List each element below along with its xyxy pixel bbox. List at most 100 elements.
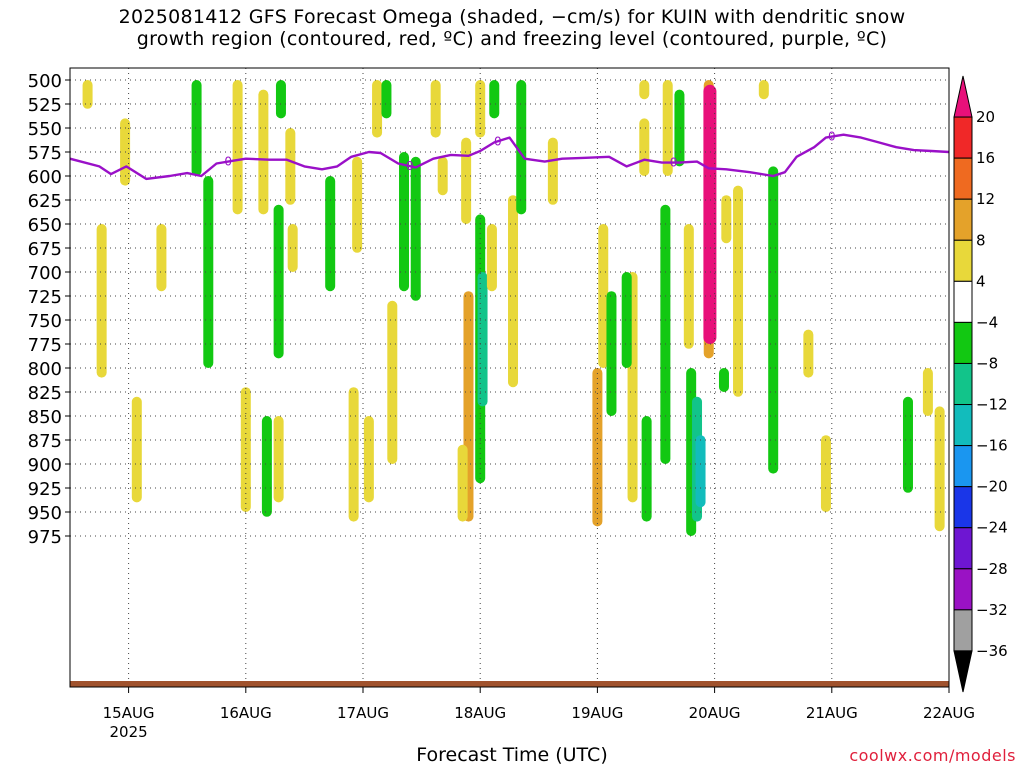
colorbar-swatch [953,486,973,529]
freezing-level-label: 0 [670,156,678,170]
omega-patch [348,387,359,522]
pressure-tick-label: 550 [28,119,62,140]
pressure-tick-label: 650 [28,215,62,236]
pressure-tick-label: 925 [28,479,62,500]
omega-patch [156,224,167,292]
colorbar-label: 8 [976,231,986,249]
omega-patch [547,137,558,205]
omega-patch [695,435,706,508]
omega-patch [803,329,814,378]
pressure-tick-label: 500 [28,71,62,92]
omega-patch [381,80,392,119]
colorbar-label: 4 [976,272,986,290]
omega-patch [430,80,441,138]
freezing-level-contour: 0 0 0 0 0 [70,130,949,181]
omega-patch [592,368,603,527]
pressure-tick-label: 775 [28,335,62,356]
colorbar-bottom-arrow [953,650,973,693]
pressure-tick-label: 975 [28,527,62,548]
omega-patch [703,84,717,345]
plot-frame [69,67,950,688]
pressure-tick-label: 700 [28,263,62,284]
omega-patch [240,387,251,512]
colorbar-label: 12 [976,190,995,208]
pressure-tick-label: 675 [28,239,62,260]
colorbar-swatch [953,157,973,200]
omega-patch [461,137,472,224]
colorbar-label: −24 [976,519,1008,537]
freezing-level-label: 0 [406,159,414,173]
omega-patch [131,396,142,503]
pressure-tick-labels: 500 525 550 575 600 625 650 675 700 725 750 775 800 8… [28,71,70,548]
omega-patch [273,416,284,503]
colorbar-swatch [953,362,973,406]
time-tick-label: 21AUG [806,704,858,722]
x-axis-label: Forecast Time (UTC) [416,744,608,766]
plot-axes [69,67,950,688]
omega-patch [352,156,363,253]
omega-patch [258,89,269,215]
colorbar-label: 16 [976,149,995,167]
omega-patch [191,80,202,176]
omega-patch [820,435,831,512]
time-tick-label: 19AUG [571,704,623,722]
ground-strip [70,681,949,687]
omega-patch [660,204,671,465]
omega-patch [516,80,527,215]
pressure-tick-label: 900 [28,455,62,476]
omega-patch [621,272,632,368]
omega-patch [508,195,519,388]
pressure-tick-label: 850 [28,407,62,428]
colorbar-swatch [953,609,973,652]
omega-patch [477,272,488,407]
omega-patch [486,224,497,292]
time-tick-label: 22AUG [923,704,975,722]
time-tick-year-label: 2025 [110,723,148,741]
omega-patch [275,80,286,119]
omega-patch [934,406,945,532]
omega-patch [598,224,609,368]
omega-patch [489,80,500,119]
colorbar-swatch [953,445,973,488]
colorbar-legend: 20 16 12 8 4 −4 −8 −12 −16 −20 −24 −28 −32 −36 [953,75,1008,693]
pressure-tick-label: 950 [28,503,62,524]
omega-patch [363,416,374,503]
freezing-level-label: 0 [828,130,836,144]
time-tick-label: 20AUG [689,704,741,722]
omega-patch [287,224,298,272]
source-credit: coolwx.com/models [849,746,1016,765]
omega-patch [639,80,650,100]
colorbar-swatch [953,404,973,447]
pressure-tick-label: 600 [28,167,62,188]
colorbar-swatch [953,198,973,241]
colorbar-label: −12 [976,396,1008,414]
omega-patch [902,396,913,493]
pressure-tick-label: 525 [28,95,62,116]
omega-patch [410,156,421,301]
title-line-2: growth region (contoured, red, ºC) and f… [136,28,888,50]
freezing-level-label: 0 [224,155,232,169]
omega-patch [683,224,694,349]
pressure-tick-label: 575 [28,143,62,164]
omega-patch [641,416,652,522]
time-tick-label: 16AUG [220,704,272,722]
colorbar-label: −16 [976,437,1008,455]
time-tick-label: 15AUG [103,704,155,722]
pressure-tick-label: 625 [28,191,62,212]
pressure-tick-label: 825 [28,383,62,404]
omega-patch [674,89,685,167]
omega-patch [325,176,336,292]
pressure-tick-label: 875 [28,431,62,452]
pressure-tick-label: 750 [28,311,62,332]
omega-patch [606,291,617,416]
omega-patch [721,195,732,244]
title-line-1: 2025081412 GFS Forecast Omega (shaded, −… [118,6,906,28]
colorbar-label: −8 [976,354,998,372]
omega-patch [82,80,93,109]
pressure-tick-label: 725 [28,287,62,308]
omega-shading-layer [82,80,945,536]
omega-patch [203,176,214,368]
time-tick-label: 17AUG [337,704,389,722]
